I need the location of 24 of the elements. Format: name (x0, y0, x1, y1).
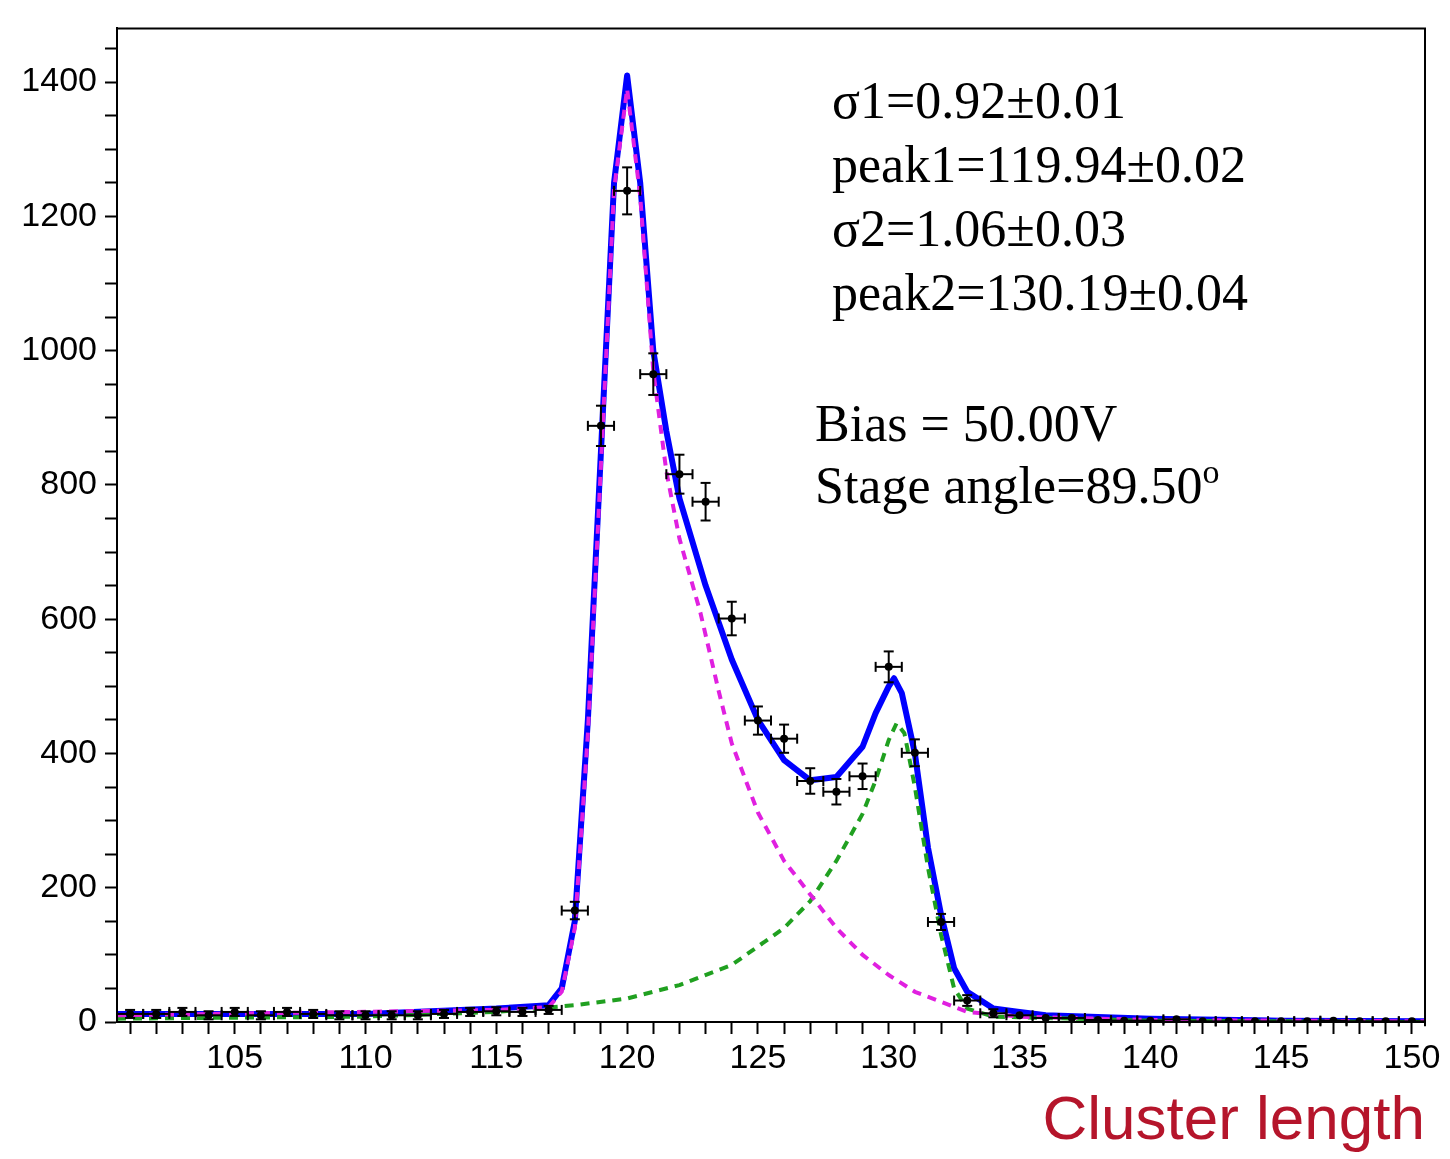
y-tick-label: 0 (78, 1000, 97, 1039)
annotation: σ1=0.92±0.01 (832, 72, 1126, 130)
annotation: σ2=1.06±0.03 (832, 200, 1126, 258)
x-tick-label: 130 (860, 1036, 918, 1075)
x-tick-label: 125 (729, 1036, 787, 1075)
annotation: peak2=130.19±0.04 (832, 264, 1249, 322)
x-tick-label: 145 (1252, 1036, 1310, 1075)
x-tick-label: 105 (206, 1036, 264, 1075)
x-tick-label: 150 (1383, 1036, 1441, 1075)
y-tick-label: 1400 (21, 60, 97, 99)
x-tick-label: 140 (1121, 1036, 1179, 1075)
y-tick-label: 800 (40, 463, 97, 502)
y-tick-label: 1200 (21, 194, 97, 233)
x-tick-label: 110 (338, 1036, 393, 1075)
y-tick-label: 600 (40, 597, 97, 636)
y-tick-label: 1000 (21, 329, 97, 368)
x-tick-label: 120 (598, 1036, 656, 1075)
x-tick-label: 115 (469, 1036, 524, 1075)
x-tick-label: 135 (991, 1036, 1048, 1075)
annotation: peak1=119.94±0.02 (832, 136, 1247, 194)
y-tick-label: 400 (40, 731, 97, 770)
x-axis-title: Cluster length (1042, 1082, 1425, 1152)
y-tick-label: 200 (40, 866, 97, 905)
annotation: Bias = 50.00V (815, 395, 1118, 453)
